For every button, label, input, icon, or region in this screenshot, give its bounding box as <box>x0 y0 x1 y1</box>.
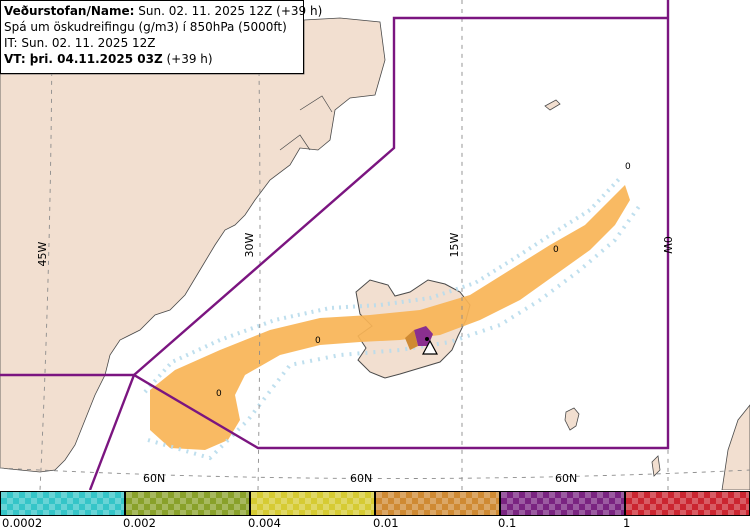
norway-coast <box>721 404 750 490</box>
legend-color-swatch <box>125 491 250 516</box>
concentration-legend-bar <box>0 491 750 516</box>
legend-threshold-label: 0.1 <box>498 516 517 530</box>
info-line-product: Spá um öskudreifingu (g/m3) í 850hPa (50… <box>4 20 287 34</box>
volcano-marker-icon <box>421 339 439 355</box>
legend-threshold-label: 0.01 <box>373 516 399 530</box>
valid-time-value: (+39 h) <box>162 52 213 66</box>
ash-medium-concentration <box>405 330 418 350</box>
volcano-dot-icon <box>425 337 429 341</box>
concentration-legend-labels: 0.0002 0.002 0.004 0.01 0.1 1 <box>0 516 750 532</box>
issuer-label: Veðurstofan/Name: <box>4 4 135 18</box>
info-line-valid-time: VT: þri. 04.11.2025 03Z (+39 h) <box>4 51 303 67</box>
faroe-islands <box>564 407 580 431</box>
shetland-islands <box>651 455 661 477</box>
ash-plume-fringe <box>143 176 622 394</box>
forecast-info-box: Veðurstofan/Name: Sun. 02. 11. 2025 12Z … <box>0 0 322 74</box>
longitude-label: 15W <box>448 232 461 257</box>
longitude-label: 45W <box>36 241 49 266</box>
latitude-label: 60N <box>143 472 165 485</box>
greenland-landmass <box>0 17 386 473</box>
legend-color-swatch <box>0 491 125 516</box>
legend-color-swatch <box>250 491 375 516</box>
legend-threshold-label: 1 <box>623 516 631 530</box>
latitude-label: 60N <box>555 472 577 485</box>
ash-plume-main <box>150 185 630 450</box>
jan-mayen-island <box>544 99 561 111</box>
ash-high-concentration <box>414 326 433 346</box>
issuer-value: Sun. 02. 11. 2025 12Z (+39 h) <box>134 4 323 18</box>
valid-time-label: VT: þri. 04.11.2025 03Z <box>4 52 163 66</box>
ash-dispersion-map: 45W 30W 15W 0W 60N 60N 60N 0 0 0 0 <box>0 0 750 490</box>
longitude-label: 30W <box>243 232 256 257</box>
greenland-fjord <box>279 134 311 151</box>
contour-label: 0 <box>625 162 631 172</box>
contour-label: 0 <box>553 245 559 255</box>
legend-threshold-label: 0.002 <box>123 516 156 530</box>
info-line-issuer: Veðurstofan/Name: Sun. 02. 11. 2025 12Z … <box>4 3 322 19</box>
contour-label: 0 <box>315 336 321 346</box>
legend-color-swatch <box>375 491 500 516</box>
info-line-issue-time: IT: Sun. 02. 11. 2025 12Z <box>4 36 156 50</box>
legend-threshold-label: 0.004 <box>248 516 281 530</box>
contour-label: 0 <box>216 389 222 399</box>
greenland-fjord <box>299 95 333 113</box>
longitude-label: 0W <box>661 236 674 254</box>
fir-boundary <box>0 0 670 490</box>
legend-color-swatch <box>625 491 750 516</box>
legend-threshold-label: 0.0002 <box>2 516 43 530</box>
latitude-label: 60N <box>350 472 372 485</box>
legend-color-swatch <box>500 491 625 516</box>
